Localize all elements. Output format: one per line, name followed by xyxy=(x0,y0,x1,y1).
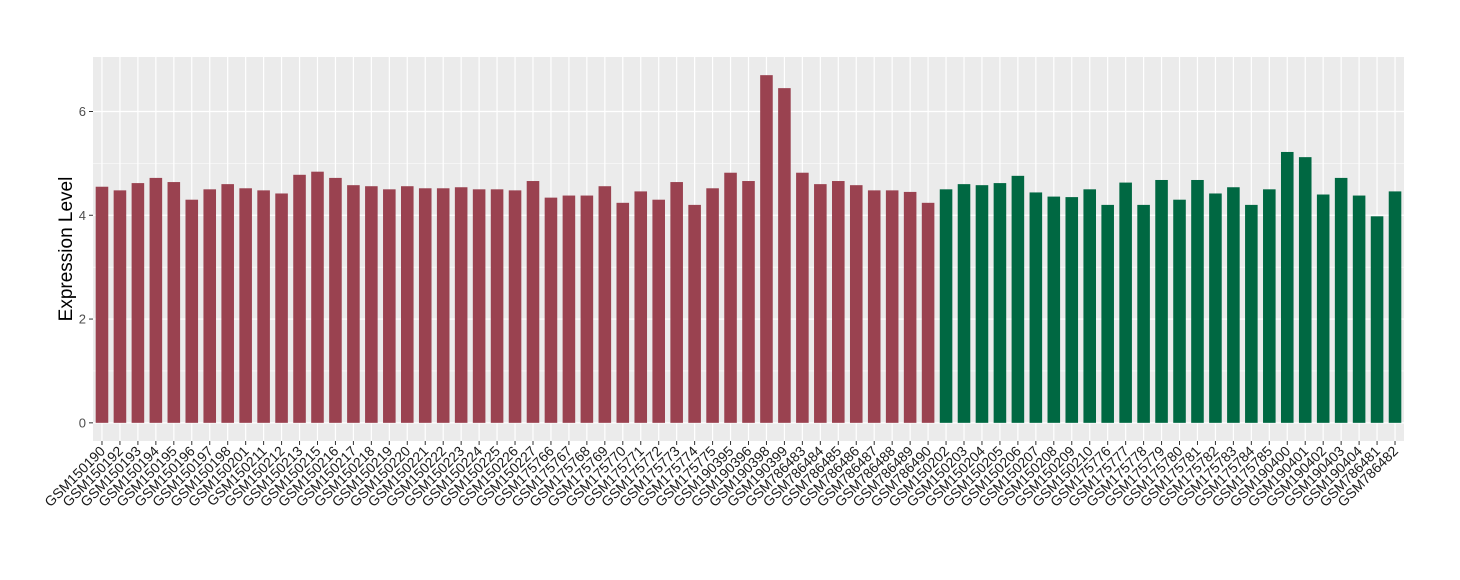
y-tick-label: 0 xyxy=(79,415,86,430)
bar-GSM150197 xyxy=(203,189,217,423)
bar-GSM150226 xyxy=(508,190,522,423)
bar-GSM150222 xyxy=(436,188,450,423)
bar-GSM175776 xyxy=(1101,204,1114,423)
bar-GSM190403 xyxy=(1334,177,1348,423)
bar-GSM190404 xyxy=(1352,195,1366,423)
bar-GSM150195 xyxy=(167,182,181,423)
bar-GSM150212 xyxy=(275,193,288,423)
bar-GSM150221 xyxy=(418,188,432,423)
bar-GSM175766 xyxy=(544,197,558,423)
y-axis: 0 2 4 6 xyxy=(79,104,93,430)
bar-GSM150209 xyxy=(1065,197,1079,423)
bar-GSM150223 xyxy=(454,187,468,423)
bar-GSM175779 xyxy=(1155,179,1168,423)
bar-GSM190396 xyxy=(742,181,755,423)
bar-GSM786483 xyxy=(796,172,809,423)
bar-GSM175783 xyxy=(1227,187,1240,423)
bar-GSM175771 xyxy=(634,191,648,423)
bar-GSM175785 xyxy=(1263,189,1276,423)
bar-GSM175782 xyxy=(1209,193,1222,423)
bar-GSM150224 xyxy=(472,189,486,423)
bar-GSM150204 xyxy=(975,185,989,423)
bar-GSM786486 xyxy=(849,185,863,423)
bar-GSM150206 xyxy=(1011,175,1025,423)
y-tick-label: 2 xyxy=(79,312,86,327)
bar-GSM150225 xyxy=(490,189,504,423)
bar-GSM150213 xyxy=(293,174,306,423)
bar-GSM150218 xyxy=(365,186,378,423)
bar-GSM190400 xyxy=(1280,151,1294,423)
bar-GSM175774 xyxy=(688,204,701,423)
bar-GSM175772 xyxy=(652,199,665,423)
bar-GSM150210 xyxy=(1083,189,1097,423)
bar-GSM150207 xyxy=(1029,192,1043,423)
bar-GSM786484 xyxy=(814,184,827,423)
bar-GSM175777 xyxy=(1119,182,1132,423)
bar-GSM175778 xyxy=(1137,204,1150,423)
bar-GSM175781 xyxy=(1191,179,1204,423)
bar-GSM150193 xyxy=(131,183,145,423)
bar-GSM150202 xyxy=(939,189,953,423)
bar-GSM150205 xyxy=(993,183,1007,423)
bar-GSM175769 xyxy=(598,186,612,423)
bar-GSM150216 xyxy=(329,177,342,423)
x-axis: GSM150190GSM150192GSM150193GSM150194GSM1… xyxy=(41,441,1401,510)
bar-GSM786482 xyxy=(1388,191,1402,423)
bar-GSM150196 xyxy=(185,199,199,423)
bar-GSM190399 xyxy=(778,88,791,423)
y-tick-label: 4 xyxy=(79,208,86,223)
bar-GSM150220 xyxy=(400,186,414,423)
bar-GSM786488 xyxy=(885,190,899,423)
bar-GSM786481 xyxy=(1370,216,1384,423)
bar-GSM175768 xyxy=(580,195,594,423)
y-tick-label: 6 xyxy=(79,104,86,119)
bar-GSM150211 xyxy=(257,190,270,423)
bar-GSM190398 xyxy=(760,75,773,423)
bar-GSM150219 xyxy=(383,189,396,423)
bar-GSM150208 xyxy=(1047,196,1061,423)
bars xyxy=(95,75,1402,423)
bar-GSM190395 xyxy=(724,172,737,423)
bar-GSM786487 xyxy=(867,190,881,423)
bar-GSM150217 xyxy=(347,185,360,423)
bar-GSM786489 xyxy=(903,191,917,423)
bar-GSM175784 xyxy=(1245,204,1258,423)
bar-GSM175780 xyxy=(1173,199,1186,423)
bar-GSM150190 xyxy=(95,186,109,423)
bar-GSM190401 xyxy=(1298,157,1312,423)
bar-GSM150227 xyxy=(526,181,540,423)
bar-GSM175770 xyxy=(616,202,630,423)
bar-GSM786485 xyxy=(832,181,845,423)
bar-GSM150201 xyxy=(239,188,252,423)
bar-GSM150194 xyxy=(149,177,163,423)
bar-GSM150198 xyxy=(221,184,234,423)
bar-GSM150203 xyxy=(957,184,971,423)
bar-GSM175773 xyxy=(670,182,683,423)
bar-GSM786490 xyxy=(921,202,935,423)
bar-GSM150215 xyxy=(311,171,324,423)
bar-GSM175775 xyxy=(706,188,719,423)
bar-GSM175767 xyxy=(562,195,576,423)
y-axis-title: Expression Level xyxy=(56,177,77,322)
bar-GSM150192 xyxy=(113,190,127,423)
bar-GSM190402 xyxy=(1316,194,1330,423)
